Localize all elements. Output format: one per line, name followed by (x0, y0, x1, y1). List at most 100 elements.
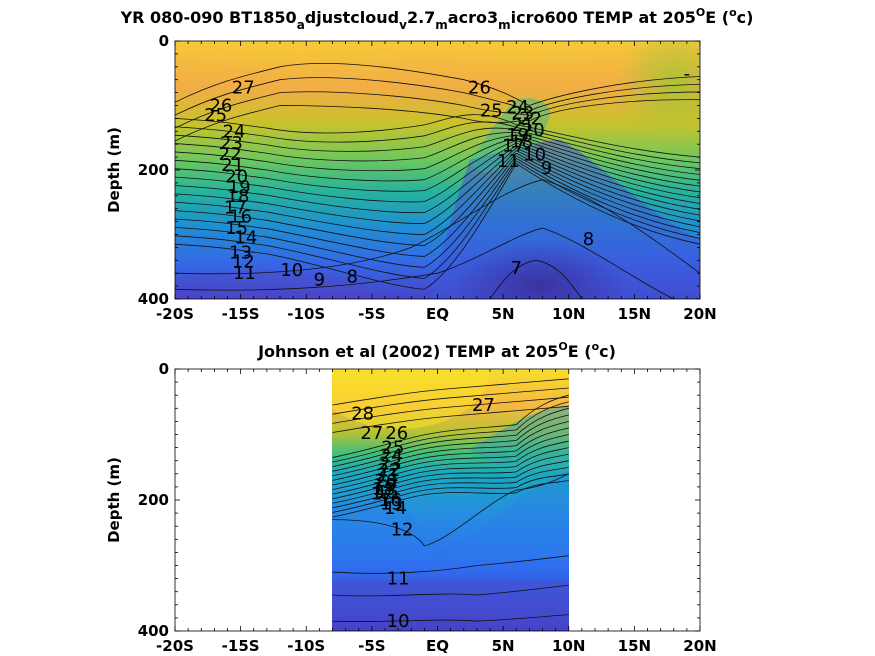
isotherm-line (175, 63, 700, 106)
contour-label: 26 (385, 423, 408, 444)
contour-label: 23 (379, 453, 402, 474)
x-tick-label: 5N (492, 305, 515, 323)
contour-label: 22 (519, 108, 542, 129)
x-tick-label: -20S (156, 305, 194, 323)
x-tick-label: -15S (222, 305, 260, 323)
isotherm-line (332, 460, 569, 504)
isotherm-line (332, 407, 569, 467)
contour-label: 9 (314, 270, 325, 291)
bottom-y-axis-label: Depth (m) (105, 457, 123, 543)
contour-label: 24 (223, 121, 246, 142)
isotherm-line (175, 145, 700, 214)
contour-label: 27 (360, 423, 383, 444)
contour-label: 16 (229, 206, 252, 227)
x-tick-label: 15N (618, 305, 651, 323)
contour-label: 15 (376, 482, 399, 503)
isotherm-line (175, 77, 700, 116)
contour-label: 27 (472, 395, 495, 416)
contour-label: 19 (228, 177, 251, 198)
bottom-heatmap (332, 369, 569, 631)
contour-label: 8 (583, 229, 594, 250)
top-heatmap (175, 41, 700, 299)
isotherm-line (332, 466, 569, 509)
isotherm-line (332, 427, 569, 481)
isotherm-line (332, 434, 569, 486)
top-panel-title: YR 080-090 BT1850adjustcloudv2.7macro3mi… (120, 6, 754, 32)
y-tick-label: 200 (138, 161, 169, 179)
isotherm-line (175, 139, 700, 193)
isotherm-line (175, 152, 700, 246)
isotherm-line (332, 387, 569, 415)
contour-label: 14 (384, 498, 407, 519)
x-tick-label: 10N (552, 637, 585, 655)
contour-label: 8 (346, 266, 357, 287)
contour-label: 18 (372, 479, 395, 500)
x-tick-label: 10N (552, 305, 585, 323)
isotherm-line (332, 414, 569, 472)
isotherm-line (489, 259, 583, 299)
bottom-panel-title: Johnson et al (2002) TEMP at 205OE (oc) (257, 340, 616, 361)
bottom-contours (332, 378, 569, 623)
y-tick-label: 400 (138, 290, 169, 308)
isotherm-line (175, 157, 700, 268)
bottom-panel: Johnson et al (2002) TEMP at 205OE (oc) … (105, 340, 717, 655)
contour-label: 14 (234, 228, 257, 249)
isotherm-line (175, 160, 700, 279)
isotherm-line (175, 147, 700, 224)
contour-label: 10 (387, 611, 410, 632)
isotherm-line (175, 127, 700, 170)
contour-label: 26 (468, 77, 491, 98)
top-y-ticks: 0 200 400 (138, 32, 700, 308)
contour-label: 9 (541, 158, 552, 179)
isotherm-line (175, 114, 700, 158)
contour-label: 24 (506, 97, 529, 118)
y-tick-label: 200 (138, 491, 169, 509)
bottom-y-ticks: 0 200 400 (138, 360, 700, 640)
contour-label: 10 (523, 145, 546, 166)
isotherm-line (175, 91, 700, 129)
isotherm-line (332, 378, 569, 406)
contour-label: 24 (380, 445, 403, 466)
contour-label: 21 (376, 465, 399, 486)
isotherm-line (175, 150, 700, 235)
contour-label: 25 (204, 105, 227, 126)
contour-label: 26 (209, 96, 232, 117)
contour-label: 15 (225, 218, 248, 239)
isotherm-line (332, 421, 569, 477)
contour-label: 20 (225, 166, 248, 187)
x-tick-label: 20N (683, 637, 716, 655)
contour-label: 10 (280, 260, 303, 281)
contour-label: 20 (522, 120, 545, 141)
contour-label: 21 (221, 155, 244, 176)
isotherm-line (332, 614, 569, 623)
x-tick-label: -10S (287, 637, 325, 655)
x-tick-label: -20S (156, 637, 194, 655)
x-tick-label: 5N (492, 637, 515, 655)
contour-label: 13 (229, 243, 252, 264)
y-tick-label: 0 (159, 32, 169, 50)
isotherm-line (332, 473, 569, 547)
isotherm-line (175, 162, 700, 290)
contour-label: 19 (506, 125, 529, 146)
x-tick-label: EQ (426, 637, 449, 655)
isotherm-line (175, 99, 700, 142)
top-y-axis-label: Depth (m) (105, 127, 123, 213)
isotherm-line (332, 401, 569, 463)
contour-label: 22 (377, 460, 400, 481)
contour-label: 11 (497, 151, 520, 172)
isotherm-line (175, 137, 700, 187)
contour-label: 12 (232, 252, 255, 273)
contour-label: 17 (371, 483, 394, 504)
top-panel: YR 080-090 BT1850adjustcloudv2.7macro3mi… (105, 6, 754, 323)
isotherm-line (332, 440, 569, 490)
contour-label: 25 (480, 101, 503, 122)
contour-label: 17 (224, 197, 247, 218)
x-tick-label: -5S (358, 637, 385, 655)
contour-label: 7 (511, 258, 522, 279)
contour-label: 25 (381, 438, 404, 459)
contour-label: 18 (227, 186, 250, 207)
contour-label: 19 (374, 475, 397, 496)
